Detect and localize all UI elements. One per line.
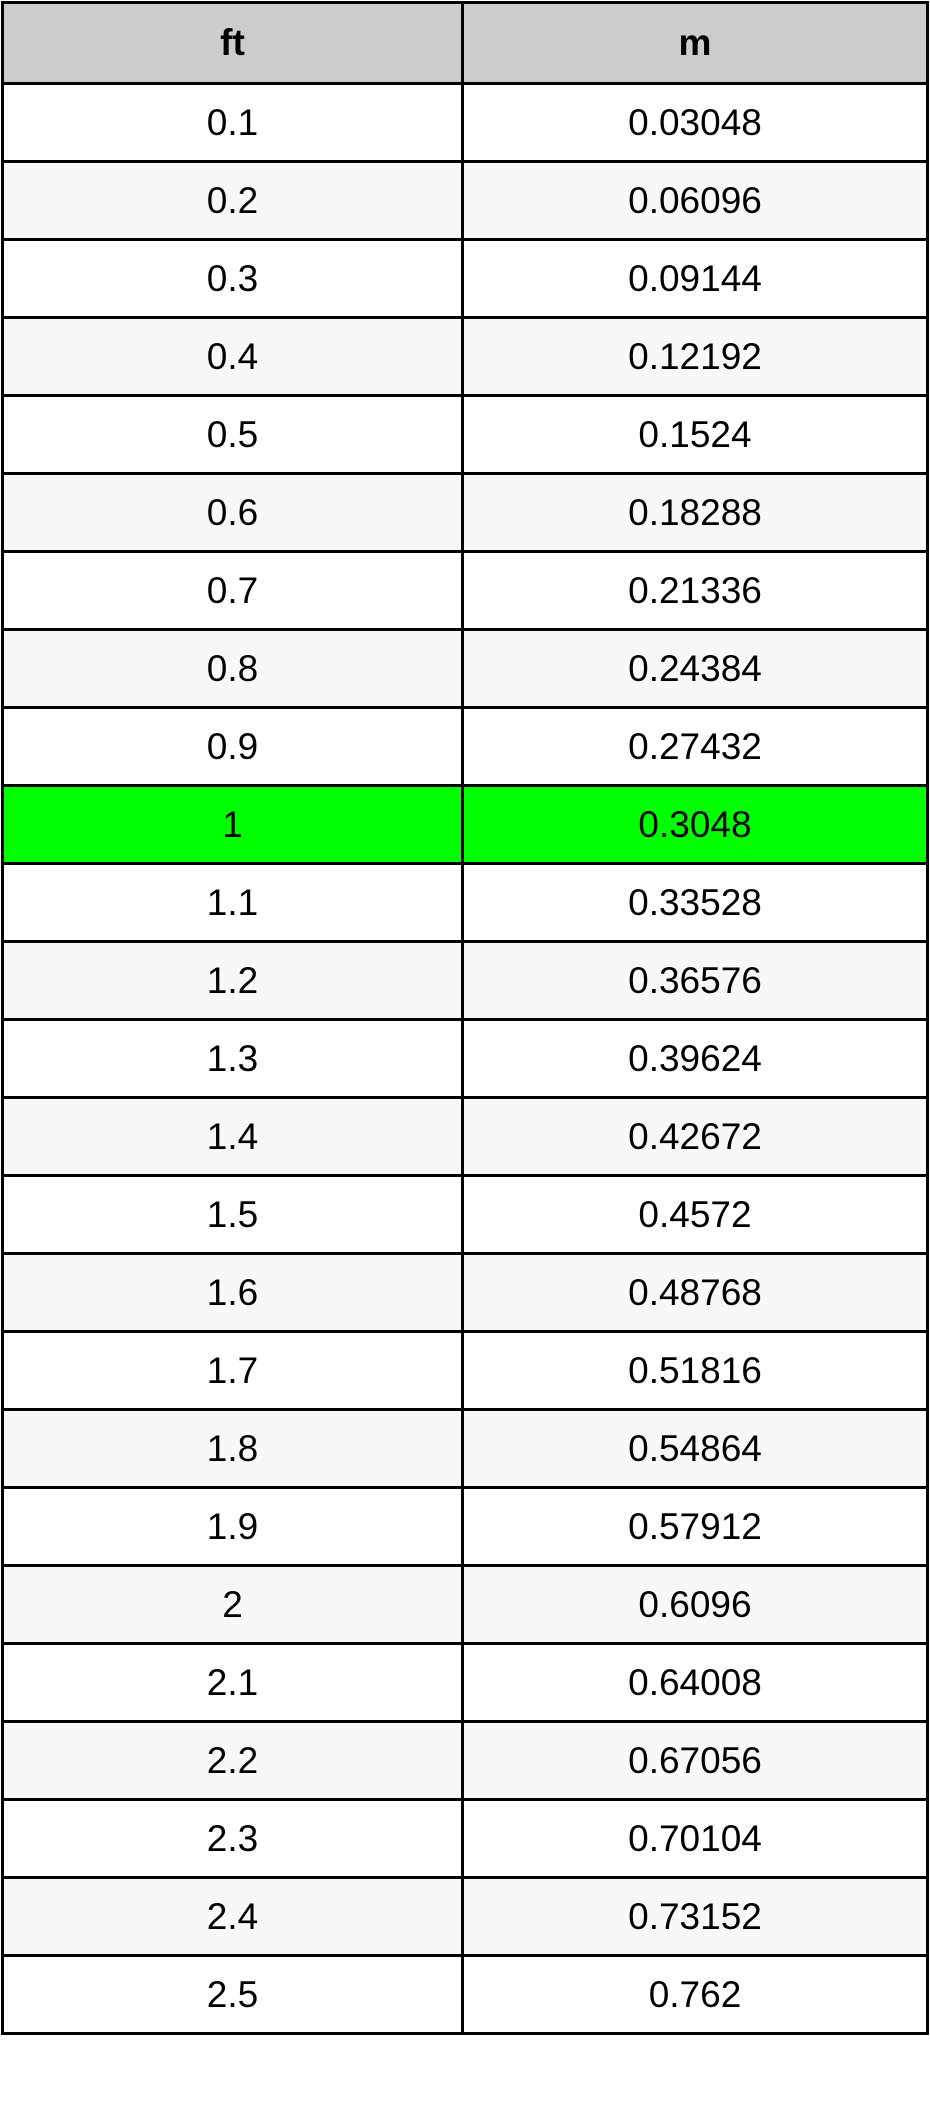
- cell-ft: 2: [1, 1564, 464, 1645]
- cell-ft: 1.5: [1, 1174, 464, 1255]
- table-row: 2.2 0.67056: [1, 1720, 929, 1801]
- cell-m: 0.03048: [461, 82, 929, 163]
- table-row: 0.3 0.09144: [1, 238, 929, 319]
- cell-m: 0.4572: [461, 1174, 929, 1255]
- cell-ft: 0.1: [1, 82, 464, 163]
- cell-ft: 2.3: [1, 1798, 464, 1879]
- cell-ft: 2.1: [1, 1642, 464, 1723]
- table-row: 1.4 0.42672: [1, 1096, 929, 1177]
- cell-m: 0.21336: [461, 550, 929, 631]
- cell-m: 0.73152: [461, 1876, 929, 1957]
- cell-ft: 1.9: [1, 1486, 464, 1567]
- header-m: m: [461, 1, 929, 85]
- table-row: 0.7 0.21336: [1, 550, 929, 631]
- cell-m: 0.64008: [461, 1642, 929, 1723]
- cell-ft: 1.6: [1, 1252, 464, 1333]
- table-row-highlighted: 1 0.3048: [1, 784, 929, 865]
- cell-m: 0.70104: [461, 1798, 929, 1879]
- table-row: 1.9 0.57912: [1, 1486, 929, 1567]
- cell-ft: 2.2: [1, 1720, 464, 1801]
- table-row: 0.8 0.24384: [1, 628, 929, 709]
- cell-ft: 1: [1, 784, 464, 865]
- conversion-table: ft m 0.1 0.03048 0.2 0.06096 0.3 0.09144 0.4 0.…: [1, 1, 929, 2035]
- cell-ft: 1.1: [1, 862, 464, 943]
- cell-m: 0.06096: [461, 160, 929, 241]
- cell-m: 0.18288: [461, 472, 929, 553]
- cell-ft: 0.2: [1, 160, 464, 241]
- cell-m: 0.12192: [461, 316, 929, 397]
- table-row: 0.6 0.18288: [1, 472, 929, 553]
- table-row: 1.1 0.33528: [1, 862, 929, 943]
- cell-ft: 0.6: [1, 472, 464, 553]
- table-row: 1.5 0.4572: [1, 1174, 929, 1255]
- table-row: 2 0.6096: [1, 1564, 929, 1645]
- table-row: 0.1 0.03048: [1, 82, 929, 163]
- table-row: 2.3 0.70104: [1, 1798, 929, 1879]
- table-row: 2.1 0.64008: [1, 1642, 929, 1723]
- cell-m: 0.762: [461, 1954, 929, 2035]
- cell-ft: 0.3: [1, 238, 464, 319]
- cell-ft: 0.5: [1, 394, 464, 475]
- cell-m: 0.09144: [461, 238, 929, 319]
- cell-m: 0.39624: [461, 1018, 929, 1099]
- table-row: 2.4 0.73152: [1, 1876, 929, 1957]
- cell-m: 0.42672: [461, 1096, 929, 1177]
- table-row: 2.5 0.762: [1, 1954, 929, 2035]
- cell-ft: 1.8: [1, 1408, 464, 1489]
- cell-m: 0.6096: [461, 1564, 929, 1645]
- cell-m: 0.67056: [461, 1720, 929, 1801]
- table-row: 1.3 0.39624: [1, 1018, 929, 1099]
- table-row: 0.2 0.06096: [1, 160, 929, 241]
- cell-ft: 2.5: [1, 1954, 464, 2035]
- table-row: 0.9 0.27432: [1, 706, 929, 787]
- cell-m: 0.48768: [461, 1252, 929, 1333]
- cell-ft: 0.4: [1, 316, 464, 397]
- cell-ft: 1.3: [1, 1018, 464, 1099]
- cell-m: 0.1524: [461, 394, 929, 475]
- header-row: ft m: [1, 1, 929, 85]
- cell-m: 0.3048: [461, 784, 929, 865]
- cell-ft: 1.7: [1, 1330, 464, 1411]
- cell-m: 0.51816: [461, 1330, 929, 1411]
- cell-m: 0.33528: [461, 862, 929, 943]
- table-row: 0.5 0.1524: [1, 394, 929, 475]
- cell-ft: 2.4: [1, 1876, 464, 1957]
- table-row: 1.6 0.48768: [1, 1252, 929, 1333]
- cell-ft: 0.7: [1, 550, 464, 631]
- cell-m: 0.24384: [461, 628, 929, 709]
- cell-m: 0.57912: [461, 1486, 929, 1567]
- header-ft: ft: [1, 1, 464, 85]
- table-row: 1.2 0.36576: [1, 940, 929, 1021]
- cell-ft: 0.8: [1, 628, 464, 709]
- cell-ft: 1.2: [1, 940, 464, 1021]
- table-row: 0.4 0.12192: [1, 316, 929, 397]
- cell-m: 0.36576: [461, 940, 929, 1021]
- cell-m: 0.54864: [461, 1408, 929, 1489]
- cell-ft: 0.9: [1, 706, 464, 787]
- cell-ft: 1.4: [1, 1096, 464, 1177]
- cell-m: 0.27432: [461, 706, 929, 787]
- table-row: 1.8 0.54864: [1, 1408, 929, 1489]
- table-row: 1.7 0.51816: [1, 1330, 929, 1411]
